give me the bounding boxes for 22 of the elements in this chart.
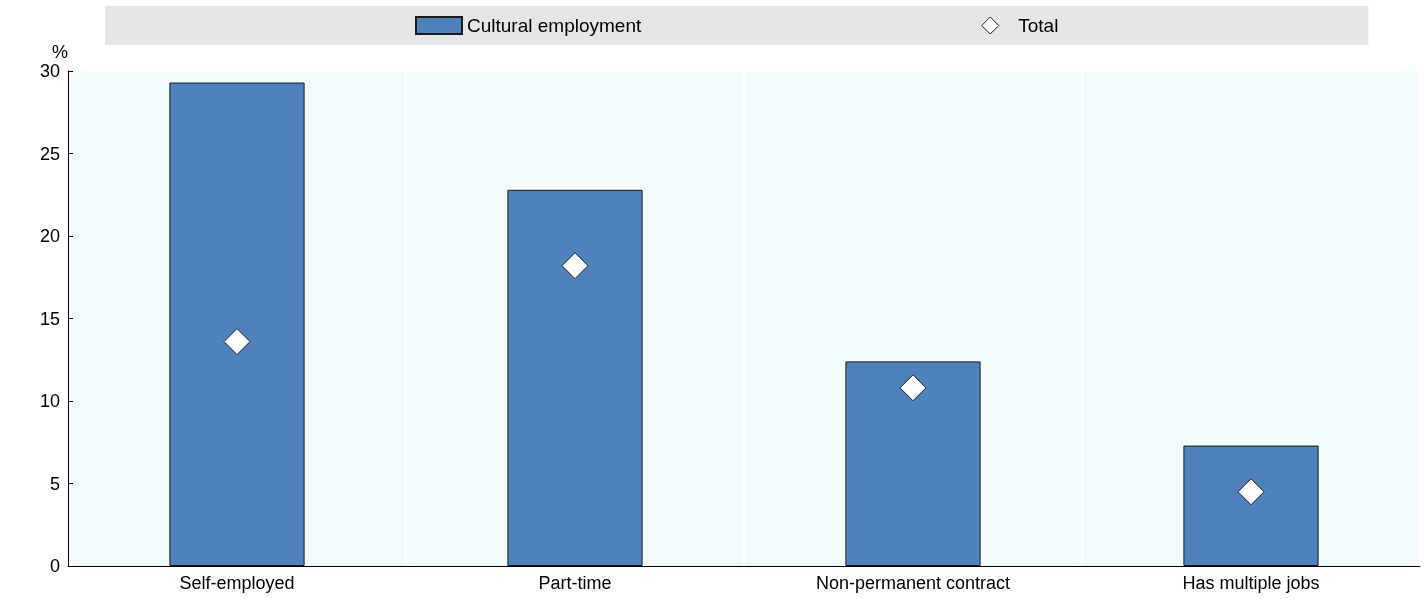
- y-tick-label: 30: [39, 61, 60, 81]
- y-tick-label: 0: [49, 556, 60, 576]
- x-tick-label: Non-permanent contract: [815, 573, 1011, 593]
- point: [1237, 478, 1265, 506]
- bar: [1183, 445, 1319, 566]
- point: [899, 374, 927, 402]
- legend-label: Cultural employment: [467, 15, 642, 36]
- y-axis-title: %: [51, 42, 68, 62]
- y-tick-label: 10: [39, 391, 60, 411]
- x-tick-label: Part-time: [538, 573, 612, 593]
- bar: [169, 82, 305, 566]
- y-tick-label: 20: [39, 226, 60, 246]
- point: [223, 328, 251, 356]
- x-tick-label: Has multiple jobs: [1182, 573, 1320, 593]
- point: [561, 252, 589, 280]
- legend-label: Total: [1018, 15, 1059, 36]
- y-tick-label: 5: [49, 473, 60, 494]
- bar: [845, 361, 981, 566]
- y-tick-label: 25: [39, 143, 60, 164]
- y-tick-label: 15: [39, 308, 60, 329]
- x-tick-label: Self-employed: [179, 573, 295, 593]
- bar: [507, 189, 643, 566]
